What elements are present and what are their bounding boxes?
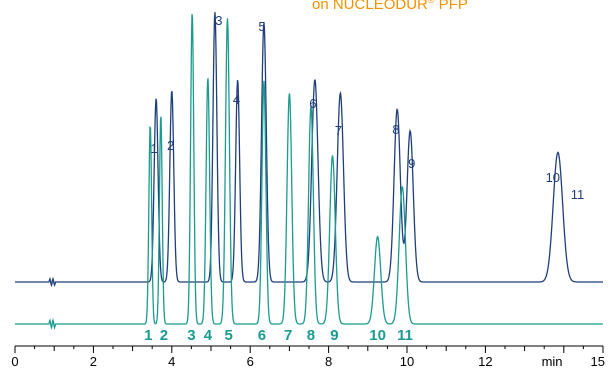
x-tick-label: 4 bbox=[168, 354, 175, 369]
x-tick-label: 6 bbox=[247, 354, 254, 369]
blue-peak-label: 11 bbox=[571, 187, 585, 202]
green-peak-labels: 1 2 3 4 5 6 7 8 9 10 11 bbox=[144, 327, 413, 344]
green-chromatogram-trace bbox=[15, 14, 603, 331]
x-tick-label: 0 bbox=[11, 354, 18, 369]
green-peak-label: 9 bbox=[330, 327, 338, 344]
chart-title: on NUCLEODUR® PFP bbox=[312, 0, 468, 13]
blue-chromatogram-trace bbox=[15, 12, 603, 288]
blue-peak-labels: 1 2 3 4 5 6 7 8 9 10 11 bbox=[151, 13, 585, 202]
blue-peak-label: 10 bbox=[546, 170, 560, 185]
x-tick-label: 2 bbox=[90, 354, 97, 369]
blue-peak-label: 3 bbox=[215, 13, 222, 28]
blue-peak-label: 9 bbox=[408, 156, 415, 171]
green-peak-label: 11 bbox=[397, 327, 413, 344]
blue-peak-label: 8 bbox=[392, 122, 399, 137]
blue-peak-label: 4 bbox=[233, 92, 240, 107]
x-tick-label: 8 bbox=[325, 354, 332, 369]
green-peak-label: 10 bbox=[369, 327, 386, 344]
x-tick-label: 12 bbox=[478, 354, 492, 369]
x-tick-label: 10 bbox=[400, 354, 414, 369]
x-tick-label: 15 bbox=[591, 354, 605, 369]
green-peak-label: 6 bbox=[258, 327, 266, 344]
green-peak-label: 5 bbox=[224, 327, 232, 344]
blue-peak-label: 5 bbox=[258, 19, 265, 34]
green-peak-label: 8 bbox=[307, 327, 315, 344]
green-peak-label: 1 bbox=[144, 327, 152, 344]
blue-peak-label: 1 bbox=[151, 141, 158, 156]
green-peak-label: 2 bbox=[160, 327, 168, 344]
blue-peak-label: 6 bbox=[309, 96, 316, 111]
blue-peak-label: 7 bbox=[335, 123, 342, 138]
green-peak-label: 4 bbox=[204, 327, 213, 344]
x-axis-label: min bbox=[542, 354, 563, 369]
green-peak-label: 7 bbox=[284, 327, 292, 344]
green-peak-label: 3 bbox=[187, 327, 195, 344]
blue-peak-label: 2 bbox=[167, 138, 174, 153]
x-axis: 0 2 4 6 8 10 12 15 min bbox=[11, 345, 605, 369]
